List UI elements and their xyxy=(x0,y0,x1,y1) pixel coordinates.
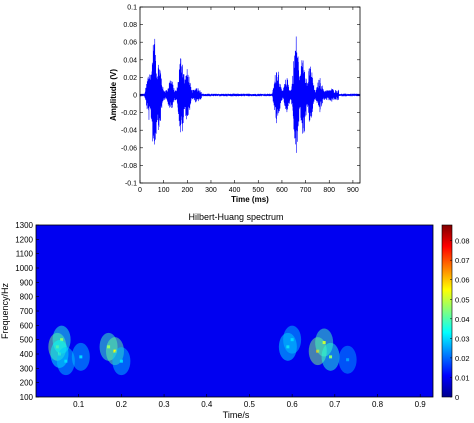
heatmap-y-tick-label: 1000 xyxy=(15,264,33,273)
waveform-x-tick-label: 0 xyxy=(138,187,142,194)
heatmap-y-ticks: 100 200 300 400 500 600 700 800 900 1000 1100 1200 1… xyxy=(15,221,39,402)
colorbar xyxy=(441,224,453,398)
heatmap-hotspot xyxy=(119,359,123,363)
heatmap-x-tick-label: 0.5 xyxy=(244,400,256,409)
colorbar-tick-label: 0.07 xyxy=(455,256,470,265)
heatmap-y-tick-label: 300 xyxy=(20,364,34,373)
heatmap-x-tick-label: 0.6 xyxy=(287,400,299,409)
heatmap-x-label: Time/s xyxy=(223,410,250,420)
heatmap-background xyxy=(36,225,433,397)
waveform-y-ticks: -0.1 -0.08 -0.06 -0.04 -0.02 0 0.02 0.04 0.06 0.0… xyxy=(121,5,360,188)
waveform-signal xyxy=(139,36,361,153)
colorbar-tick-label: 0.08 xyxy=(455,237,470,246)
heatmap-y-tick-label: 400 xyxy=(20,350,34,359)
heatmap-hotspot xyxy=(322,341,326,345)
colorbar-tick-label: 0.03 xyxy=(455,334,470,343)
heatmap-hotspot xyxy=(329,355,333,359)
heatmap-y-tick-label: 100 xyxy=(20,393,34,402)
waveform-x-tick-label: 100 xyxy=(158,187,170,194)
heatmap-y-tick-label: 1100 xyxy=(16,250,34,259)
colorbar-tick-label: 0.06 xyxy=(455,276,470,285)
waveform-x-tick-label: 400 xyxy=(229,187,241,194)
heatmap-hotspot xyxy=(60,338,64,342)
heatmap-y-label: Frequency/Hz xyxy=(0,282,10,339)
colorbar-tick-label: 0.05 xyxy=(455,295,470,304)
hht-spectrum-title: Hilbert-Huang spectrum xyxy=(188,212,283,222)
waveform-chart: 0 100 200 300 400 500 600 700 800 900 -0.1-0.08-0… xyxy=(109,5,361,204)
waveform-y-label: Amplitude (V) xyxy=(109,69,118,121)
waveform-x-tick-label: 700 xyxy=(300,187,312,194)
waveform-y-tick-label: 0.06 xyxy=(123,40,137,47)
waveform-y-tick-label: -0.08 xyxy=(121,163,137,170)
heatmap-hotspots xyxy=(48,325,357,376)
heatmap-x-tick-label: 0.1 xyxy=(73,400,85,409)
colorbar-ticks: 0 0.01 0.02 0.03 0.04 0.05 0.06 0.07 0.08 xyxy=(450,237,470,402)
heatmap-x-tick-label: 0.3 xyxy=(159,400,171,409)
heatmap-x-ticks: 0.1 0.2 0.3 0.4 0.5 0.6 0.7 0.8 0.9 xyxy=(73,394,426,409)
waveform-y-tick-label: -0.1 xyxy=(125,181,137,188)
heatmap-y-tick-label: 1300 xyxy=(15,221,33,230)
heatmap-x-tick-label: 0.2 xyxy=(116,400,128,409)
waveform-y-tick-label: 0.1 xyxy=(127,5,137,12)
colorbar-tick-label: 0.02 xyxy=(455,354,470,363)
heatmap-x-tick-label: 0.7 xyxy=(329,400,341,409)
heatmap-y-tick-label: 700 xyxy=(20,307,34,316)
waveform-line xyxy=(139,36,361,153)
waveform-x-tick-label: 900 xyxy=(347,187,359,194)
waveform-y-tick-label: -0.02 xyxy=(121,110,137,117)
heatmap-x-tick-label: 0.8 xyxy=(372,400,384,409)
heatmap-y-tick-label: 200 xyxy=(20,379,34,388)
heatmap-hotspot xyxy=(346,358,350,362)
waveform-x-label: Time (ms) xyxy=(231,195,269,204)
waveform-y-tick-label: 0 xyxy=(133,93,137,100)
waveform-x-tick-label: 800 xyxy=(323,187,335,194)
heatmap-x-tick-label: 0.9 xyxy=(415,400,427,409)
waveform-x-tick-label: 600 xyxy=(276,187,288,194)
waveform-x-tick-label: 500 xyxy=(252,187,264,194)
waveform-x-tick-label: 300 xyxy=(205,187,217,194)
heatmap-hotspot xyxy=(113,349,117,353)
colorbar-tick-label: 0.01 xyxy=(455,373,470,382)
heatmap-hotspot xyxy=(64,359,68,363)
colorbar-tick-label: 0.04 xyxy=(455,315,470,324)
heatmap-y-tick-label: 1200 xyxy=(15,235,33,244)
heatmap-x-tick-label: 0.4 xyxy=(201,400,213,409)
heatmap-y-tick-label: 800 xyxy=(20,293,34,302)
waveform-y-tick-label: -0.06 xyxy=(121,145,137,152)
heatmap-y-tick-label: 600 xyxy=(20,321,34,330)
heatmap-y-tick-label: 900 xyxy=(20,278,34,287)
heatmap-y-tick-label: 500 xyxy=(20,336,34,345)
waveform-x-ticks: 0 100 200 300 400 500 600 700 800 900 xyxy=(138,7,359,194)
waveform-y-tick-label: 0.04 xyxy=(123,57,137,64)
hht-spectrum-chart: Hilbert-Huang spectrum 0.1 0.2 0.3 0.4 0.5 0.… xyxy=(0,212,470,420)
heatmap-hotspot xyxy=(290,338,294,342)
colorbar-tick-label: 0 xyxy=(455,393,459,402)
heatmap-hotspot xyxy=(79,355,83,359)
waveform-x-tick-label: 200 xyxy=(181,187,193,194)
waveform-y-tick-label: 0.02 xyxy=(123,75,137,82)
waveform-y-tick-label: 0.08 xyxy=(123,22,137,29)
waveform-y-tick-label: -0.04 xyxy=(121,128,137,135)
